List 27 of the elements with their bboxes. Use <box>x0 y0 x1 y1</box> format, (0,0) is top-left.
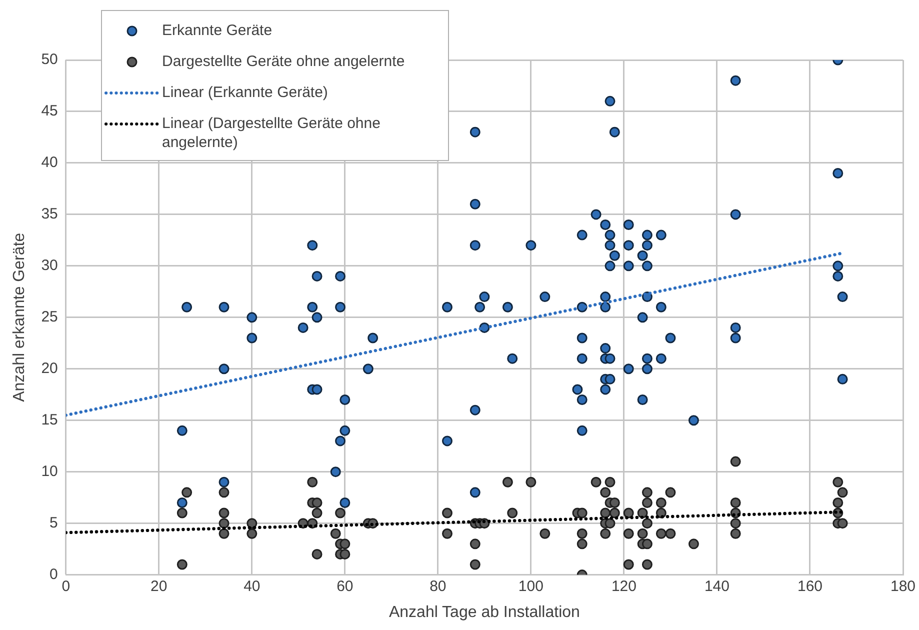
y-axis-title: Anzahl erkannte Geräte <box>11 232 28 402</box>
x-axis-title: Anzahl Tage ab Installation <box>388 604 580 621</box>
y-tick-label: 35 <box>41 206 58 223</box>
y-tick-label: 15 <box>41 412 58 428</box>
y-tick-label: 50 <box>41 51 58 68</box>
y-tick-label: 10 <box>41 462 58 480</box>
legend-label: Erkannte Geräte <box>162 21 274 40</box>
x-tick-label: 40 <box>244 578 260 595</box>
x-tick-label: 20 <box>150 578 168 595</box>
legend-label: Linear (Erkannte Geräte) <box>162 83 329 102</box>
legend-label: Dargestellte Geräte ohne angelernte <box>162 52 406 71</box>
x-tick-label: 60 <box>336 578 354 595</box>
x-tick-label: 140 <box>704 578 730 595</box>
y-tick-label: 40 <box>41 154 58 172</box>
y-tick-label: 30 <box>41 257 58 274</box>
y-tick-label: 0 <box>50 566 58 583</box>
legend-label: Linear (Dargestellte Geräte ohne angelernte) <box>162 114 382 152</box>
y-tick-label: 45 <box>41 102 58 120</box>
x-tick-label: 80 <box>430 578 446 595</box>
x-tick-label: 100 <box>518 578 544 595</box>
x-tick-label: 180 <box>890 578 916 595</box>
y-tick-label: 20 <box>41 360 58 378</box>
x-tick-label: 160 <box>797 578 823 595</box>
x-tick-label: 120 <box>611 578 636 595</box>
x-tick-label: 0 <box>62 578 70 595</box>
y-tick-label: 5 <box>50 514 58 532</box>
y-tick-label: 25 <box>41 308 58 326</box>
